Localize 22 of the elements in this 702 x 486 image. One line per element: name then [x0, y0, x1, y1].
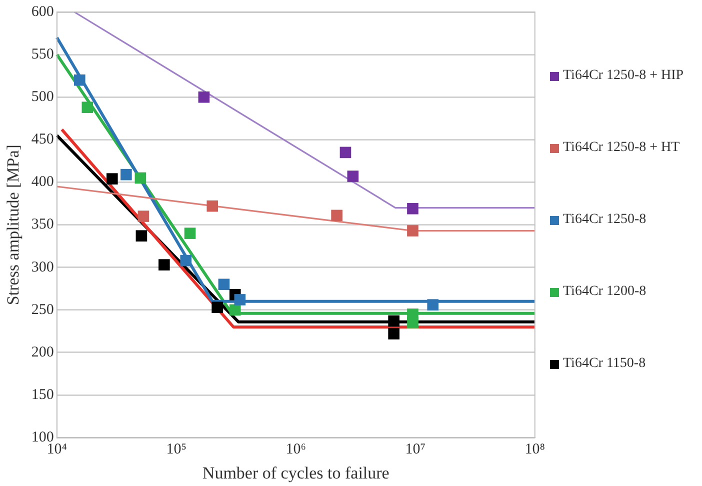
y-tick-label: 450 [31, 132, 54, 148]
legend-label: Ti64Cr 1200-8 [563, 284, 646, 300]
legend-label: Ti64Cr 1250-8 [563, 212, 646, 228]
y-tick-label: 350 [31, 216, 54, 233]
y-tick-label: 200 [31, 344, 54, 360]
y-axis-title: Stress amplitude [MPa] [4, 144, 23, 306]
legend-label: Ti64Cr 1250-8 + HIP [563, 68, 684, 84]
x-tick-label: 10⁶ [286, 442, 306, 458]
legend-label: Ti64Cr 1150-8 [563, 356, 646, 372]
y-tick-label: 150 [31, 386, 54, 403]
legend-label: Ti64Cr 1250-8 + HT [563, 140, 680, 156]
y-tick-label: 550 [31, 46, 54, 62]
y-tick-label: 250 [31, 302, 54, 318]
x-tick-label: 10⁸ [524, 442, 545, 458]
x-axis-title: Number of cycles to failure [202, 463, 390, 482]
x-tick-label: 10⁷ [405, 442, 426, 458]
y-tick-label: 300 [31, 259, 54, 276]
y-tick-label: 400 [31, 174, 54, 190]
y-tick-label: 600 [31, 4, 54, 20]
x-tick-label: 10⁵ [166, 442, 187, 458]
x-tick-label: 10⁴ [46, 442, 68, 458]
y-tick-label: 500 [31, 89, 54, 106]
